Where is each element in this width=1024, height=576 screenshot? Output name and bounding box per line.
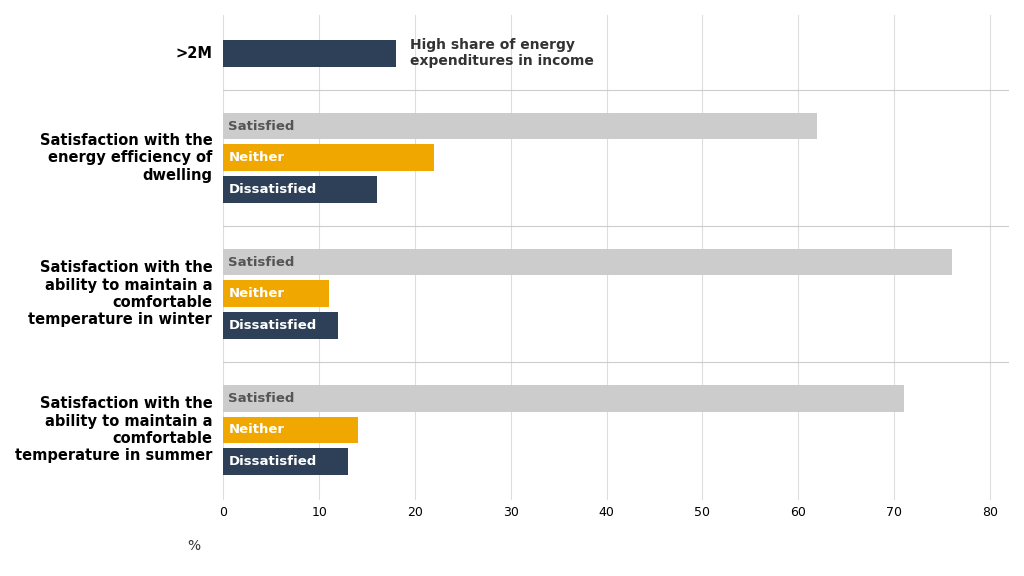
Bar xyxy=(223,249,951,275)
Bar xyxy=(223,416,357,444)
Bar xyxy=(223,145,434,171)
Bar xyxy=(223,176,377,203)
Bar xyxy=(223,113,817,139)
Text: Dissatisfied: Dissatisfied xyxy=(228,455,316,468)
Bar xyxy=(223,448,348,475)
Text: Neither: Neither xyxy=(228,287,285,300)
Bar xyxy=(223,385,903,411)
Text: %: % xyxy=(187,539,201,553)
Bar xyxy=(223,281,329,307)
Text: Dissatisfied: Dissatisfied xyxy=(228,183,316,196)
Text: Satisfied: Satisfied xyxy=(228,120,295,132)
Text: Satisfied: Satisfied xyxy=(228,392,295,405)
Text: Neither: Neither xyxy=(228,423,285,437)
Text: Dissatisfied: Dissatisfied xyxy=(228,319,316,332)
Text: Neither: Neither xyxy=(228,151,285,164)
Text: Satisfied: Satisfied xyxy=(228,256,295,268)
Text: High share of energy
expenditures in income: High share of energy expenditures in inc… xyxy=(411,38,594,69)
Bar xyxy=(223,312,339,339)
Bar xyxy=(223,40,396,67)
